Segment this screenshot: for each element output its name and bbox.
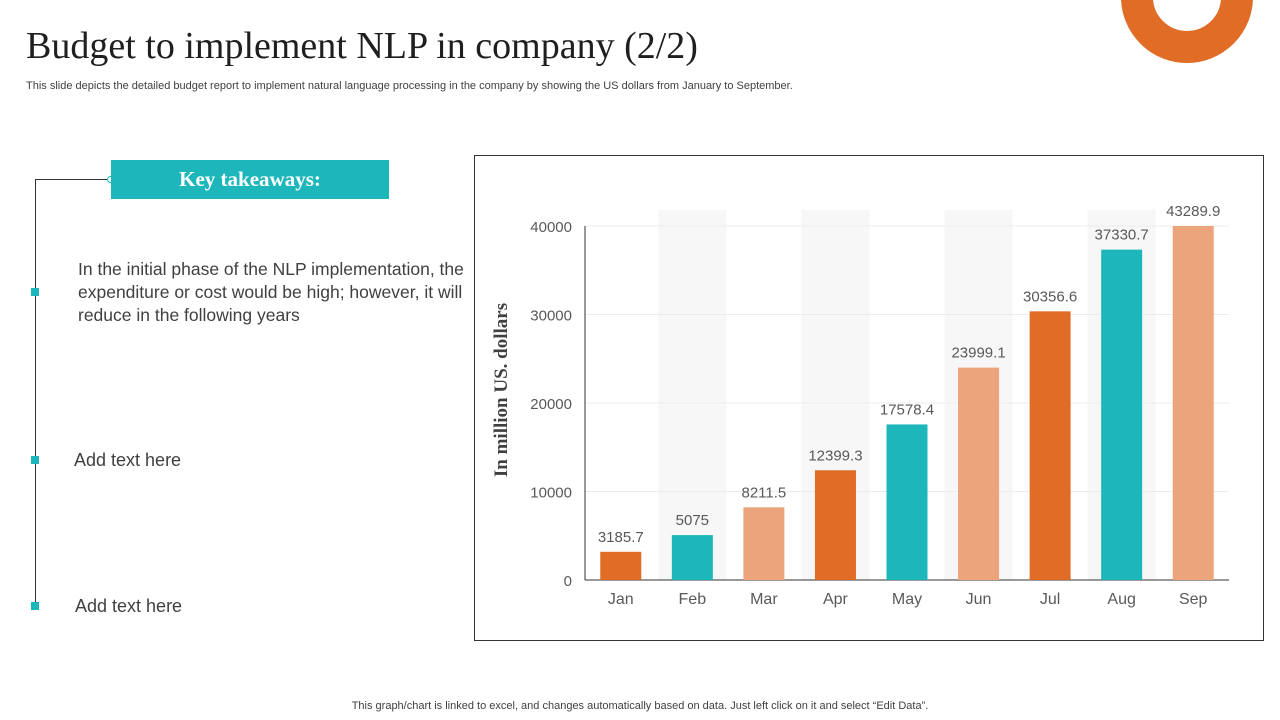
decorative-ring-shape — [1121, 0, 1253, 63]
bar-may[interactable] — [886, 424, 928, 580]
data-label: 8211.5 — [742, 484, 787, 501]
data-label: 17578.4 — [880, 401, 934, 418]
timeline-marker-1 — [31, 288, 39, 296]
data-label: 43289.9 — [1166, 203, 1220, 220]
bar-aug[interactable] — [1101, 249, 1143, 581]
key-takeaways-header: Key takeaways: — [111, 160, 389, 199]
data-label: 37330.7 — [1095, 227, 1149, 244]
y-tick-label: 0 — [564, 573, 572, 590]
bar-mar[interactable] — [743, 507, 785, 580]
data-label: 3185.7 — [598, 529, 644, 546]
bar-feb[interactable] — [671, 535, 713, 580]
x-tick-label: Jul — [1040, 591, 1060, 608]
y-tick-label: 10000 — [530, 485, 572, 502]
timeline-marker-2 — [31, 456, 39, 464]
x-tick-label: Jan — [608, 591, 634, 608]
x-tick-label: Aug — [1107, 591, 1135, 608]
add-text-placeholder-2[interactable]: Add text here — [75, 596, 183, 616]
bar-apr[interactable] — [814, 470, 856, 580]
add-text-placeholder-1[interactable]: Add text here — [74, 450, 182, 470]
footer-note: This graph/chart is linked to excel, and… — [351, 700, 929, 712]
y-axis-label: In million US. dollars — [491, 302, 512, 478]
timeline-line — [35, 179, 36, 607]
timeline-connector — [35, 179, 111, 180]
data-label: 5075 — [676, 512, 709, 529]
slide-subtitle: This slide depicts the detailed budget r… — [26, 80, 793, 92]
bar-jun[interactable] — [958, 367, 1000, 580]
bar-sep[interactable] — [1172, 226, 1214, 580]
x-tick-label: Apr — [823, 591, 849, 608]
takeaway-text: In the initial phase of the NLP implemen… — [78, 259, 464, 325]
background-band — [658, 210, 727, 580]
data-label: 23999.1 — [951, 345, 1005, 362]
x-tick-label: Feb — [679, 591, 707, 608]
data-label: 12399.3 — [808, 447, 862, 464]
y-tick-label: 30000 — [530, 308, 572, 325]
timeline-marker-3 — [31, 602, 39, 610]
x-tick-label: Mar — [750, 591, 778, 608]
slide-title: Budget to implement NLP in company (2/2) — [26, 25, 698, 67]
x-tick-label: May — [892, 591, 922, 608]
x-tick-label: Sep — [1179, 591, 1208, 608]
bar-jul[interactable] — [1029, 311, 1071, 580]
x-tick-label: Jun — [966, 591, 992, 608]
chart-frame[interactable] — [474, 155, 1264, 641]
data-label: 30356.6 — [1023, 288, 1077, 305]
bar-jan[interactable] — [600, 551, 642, 580]
y-tick-label: 40000 — [530, 219, 572, 236]
y-tick-label: 20000 — [530, 396, 572, 413]
